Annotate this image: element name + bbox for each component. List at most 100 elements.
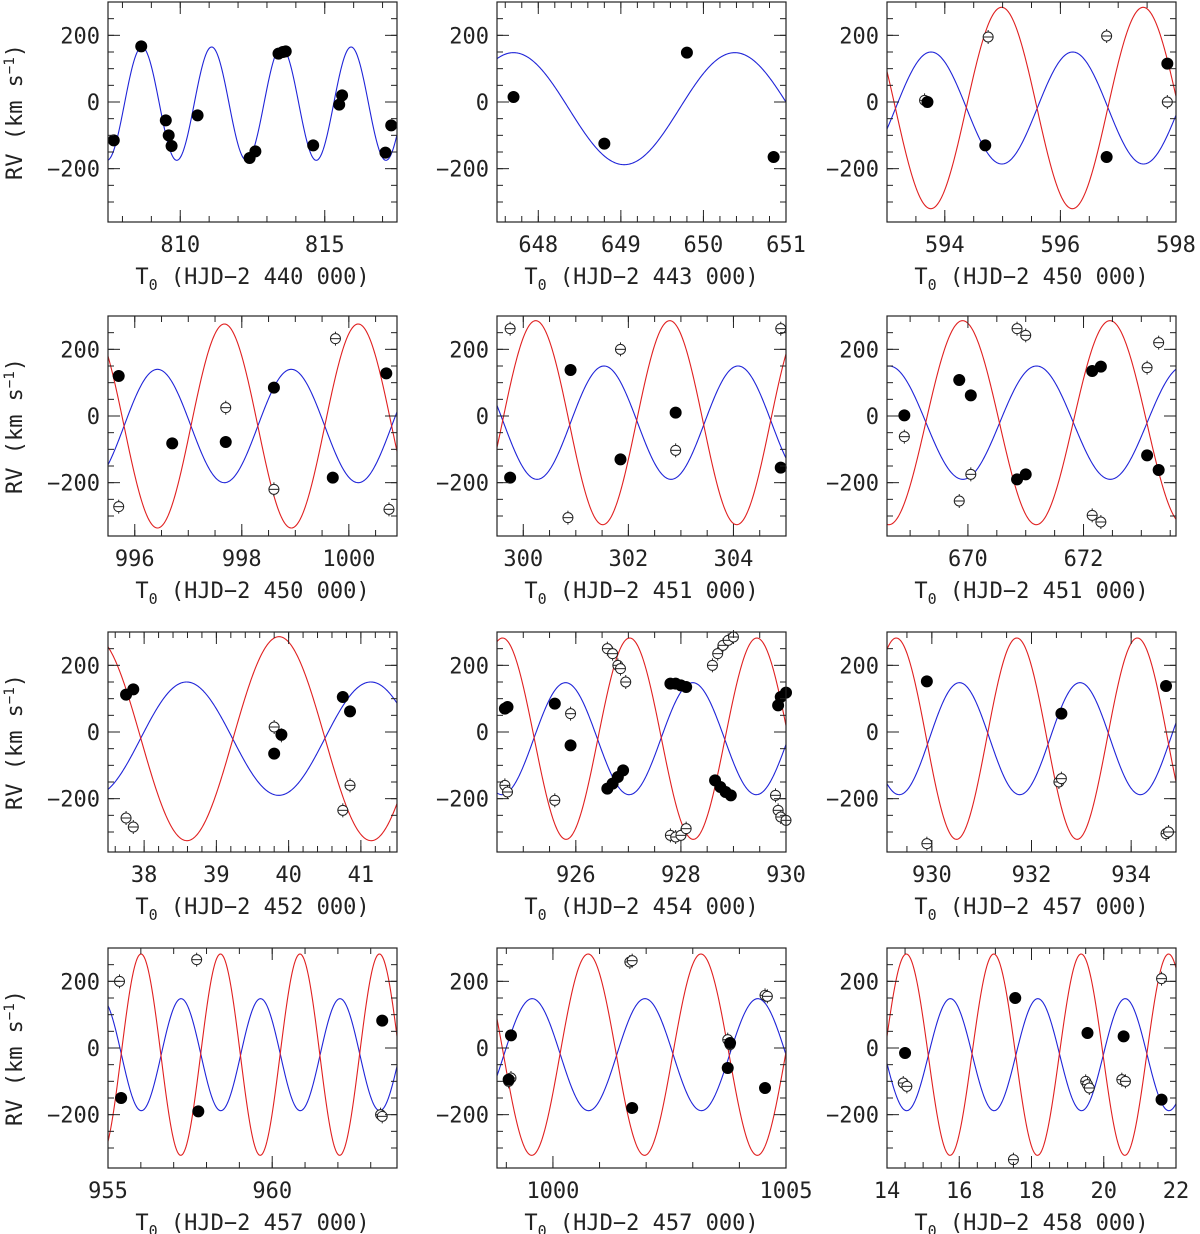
x-axis-title: T0 (HJD−2 454 000) (524, 895, 758, 924)
primary-rv-point (774, 461, 787, 474)
secondary-rv-curve (108, 953, 397, 1156)
primary-rv-point (249, 145, 262, 158)
x-tick-label: 928 (661, 863, 701, 888)
primary-rv-point (1009, 992, 1022, 1004)
primary-rv-point (767, 151, 780, 163)
plot-frame (886, 947, 1177, 1169)
x-tick-label: 594 (925, 233, 965, 258)
primary-rv-point (1141, 449, 1154, 462)
x-tick-label: 20 (1091, 1179, 1118, 1204)
primary-rv-point (336, 691, 349, 703)
y-tick-label: −200 (436, 1104, 489, 1129)
plot-frame (496, 631, 787, 853)
primary-rv-point (127, 683, 140, 696)
y-tick-label: −200 (826, 1104, 879, 1129)
x-axis-title: T0 (HJD−2 451 000) (524, 579, 758, 608)
primary-rv-point (721, 1062, 734, 1074)
primary-rv-curve (497, 365, 786, 480)
secondary-rv-point (607, 646, 619, 661)
secondary-rv-point (376, 1109, 388, 1124)
y-tick-label: −200 (47, 1104, 100, 1129)
x-axis-title: T0 (HJD−2 440 000) (135, 265, 369, 294)
y-tick-label: −200 (47, 472, 100, 497)
x-axis-title: T0 (HJD−2 457 000) (914, 895, 1148, 924)
y-tick-label: 200 (60, 338, 100, 363)
x-tick-label: 1005 (760, 1179, 813, 1204)
primary-rv-point (1094, 360, 1107, 373)
panel-4: 996 998 1000 −200 0 200 T0 (HJD−2 450 000) RV (… (2, 315, 398, 608)
plot-frame (886, 1, 1177, 223)
primary-rv-point (507, 91, 520, 103)
secondary-rv-curve (887, 6, 1176, 210)
primary-rv-point (724, 789, 737, 802)
secondary-rv-point (120, 811, 132, 825)
primary-rv-point (267, 381, 280, 394)
secondary-rv-point (344, 778, 356, 793)
secondary-rv-point (549, 793, 561, 808)
secondary-rv-point (680, 821, 692, 836)
x-tick-label: 651 (766, 233, 806, 258)
y-tick-label: −200 (436, 788, 489, 813)
primary-rv-point (344, 705, 357, 718)
y-tick-label: 0 (87, 91, 100, 116)
secondary-rv-curve (887, 637, 1176, 840)
primary-rv-point (614, 453, 627, 466)
primary-rv-point (920, 675, 933, 688)
secondary-rv-point (113, 499, 125, 514)
secondary-rv-point (953, 494, 965, 508)
primary-rv-point (159, 114, 172, 127)
primary-rv-curve (887, 51, 1176, 165)
y-tick-label: −200 (47, 788, 100, 813)
primary-rv-point (279, 45, 292, 58)
y-tick-label: −200 (826, 788, 879, 813)
y-tick-label: 0 (87, 721, 100, 746)
secondary-rv-point (502, 785, 514, 799)
panel-12: 14 16 18 20 22 −200 0 200 T0 (HJD−2 458 000) (826, 947, 1189, 1234)
plot-frame (107, 315, 398, 537)
x-tick-label: 960 (252, 1179, 292, 1204)
secondary-rv-point (1055, 771, 1067, 786)
primary-rv-curve (497, 52, 786, 166)
primary-rv-point (669, 406, 682, 419)
plot-frame (496, 947, 787, 1169)
y-axis-title: RV (km s−1) (2, 674, 28, 810)
primary-rv-curve (497, 682, 786, 796)
x-tick-label: 14 (874, 1179, 901, 1204)
secondary-rv-point (626, 953, 638, 968)
y-tick-label: 200 (60, 654, 100, 679)
y-tick-label: 0 (476, 91, 489, 116)
y-tick-label: 0 (476, 721, 489, 746)
primary-rv-curve (108, 998, 397, 1112)
y-tick-label: 0 (87, 1037, 100, 1062)
y-axis-title: RV (km s−1) (2, 358, 28, 494)
primary-rv-point (1152, 464, 1165, 476)
secondary-rv-point (761, 989, 773, 1004)
y-tick-label: 0 (476, 405, 489, 430)
x-tick-label: 38 (131, 863, 158, 888)
primary-rv-point (191, 109, 204, 122)
primary-rv-point (899, 1047, 912, 1059)
primary-rv-point (336, 89, 349, 102)
secondary-rv-point (614, 661, 626, 676)
primary-rv-point (759, 1082, 772, 1094)
x-tick-label: 1000 (322, 547, 375, 572)
y-tick-label: 0 (866, 721, 879, 746)
x-tick-label: 648 (518, 233, 558, 258)
primary-rv-curve (887, 682, 1176, 796)
panel-3: 594 596 598 −200 0 200 T0 (HJD−2 450 000) (826, 1, 1196, 294)
primary-rv-point (680, 681, 693, 693)
primary-rv-point (376, 1014, 389, 1027)
secondary-rv-point (1141, 360, 1153, 375)
panel-2: 648 649 650 651 −200 0 200 T0 (HJD−2 443 000) (436, 1, 806, 294)
plot-frame (496, 315, 787, 537)
y-tick-label: 200 (839, 24, 879, 49)
secondary-rv-point (268, 720, 280, 734)
secondary-rv-point (706, 658, 718, 673)
x-tick-label: 598 (1156, 233, 1196, 258)
primary-rv-point (165, 140, 178, 152)
primary-rv-point (921, 96, 934, 108)
secondary-rv-point (504, 321, 516, 336)
primary-rv-point (326, 471, 339, 484)
x-tick-label: 649 (601, 233, 641, 258)
x-axis-title: T0 (HJD−2 457 000) (135, 1211, 369, 1234)
